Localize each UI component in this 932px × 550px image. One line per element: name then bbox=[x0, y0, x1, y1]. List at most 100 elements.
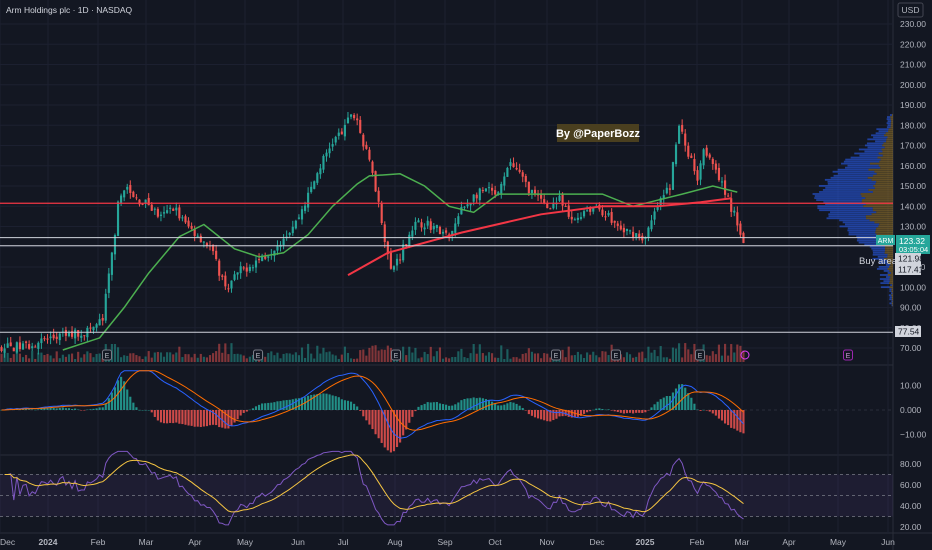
vp-bar bbox=[890, 126, 893, 129]
volume-bar bbox=[742, 350, 745, 362]
candle-body bbox=[543, 199, 546, 204]
vp-bar bbox=[817, 205, 864, 208]
volume-bar bbox=[668, 358, 671, 362]
macd-histogram-bar bbox=[212, 410, 215, 425]
vp-bar bbox=[890, 272, 893, 274]
macd-histogram-bar bbox=[28, 409, 31, 410]
horizontal-levels[interactable] bbox=[0, 202, 893, 333]
macd-histogram-bar bbox=[653, 404, 656, 410]
volume-bar bbox=[727, 355, 730, 362]
volume-bar bbox=[586, 352, 589, 362]
macd-histogram-bar bbox=[684, 387, 687, 410]
vp-bar bbox=[892, 304, 893, 307]
candle-body bbox=[527, 181, 530, 194]
volume-bar bbox=[270, 351, 273, 362]
volume-bar bbox=[245, 358, 248, 362]
macd-histogram-bar bbox=[408, 410, 411, 423]
vp-bar bbox=[845, 158, 881, 161]
volume-bar bbox=[224, 343, 227, 362]
candle-body bbox=[353, 115, 356, 119]
currency-button-frame[interactable] bbox=[897, 2, 924, 18]
volume-bar bbox=[273, 355, 276, 362]
vp-bar bbox=[889, 296, 892, 299]
vp-bar bbox=[888, 130, 893, 133]
macd-histogram-bar bbox=[730, 410, 733, 428]
vp-bar bbox=[890, 122, 893, 125]
candle-body bbox=[601, 209, 604, 216]
volume-bar bbox=[144, 356, 147, 362]
candle-body bbox=[681, 124, 684, 132]
candle-body bbox=[420, 222, 423, 228]
earnings-marker[interactable] bbox=[611, 349, 621, 361]
volume-bar bbox=[175, 352, 178, 362]
candle-body bbox=[230, 280, 233, 289]
macd-histogram-bar bbox=[141, 410, 144, 411]
vp-bar bbox=[886, 118, 891, 120]
macd-histogram-bar bbox=[417, 406, 420, 410]
earnings-marker[interactable] bbox=[102, 349, 112, 361]
macd-tick-label: −10.00 bbox=[900, 430, 927, 440]
volume-bar bbox=[543, 353, 546, 362]
macd-histogram-bar bbox=[497, 405, 500, 410]
candle-body bbox=[592, 207, 595, 212]
time-axis[interactable]: Dec 2024 Feb Mar Apr May Jun Jul Aug Sep Oct Nov Dec… bbox=[0, 537, 895, 547]
macd-histogram-bar bbox=[727, 410, 730, 426]
candle-body bbox=[144, 199, 147, 204]
macd-histogram-bar bbox=[123, 381, 126, 410]
volume-bar bbox=[101, 358, 104, 362]
volume-bar bbox=[595, 355, 598, 362]
candle-body bbox=[395, 258, 399, 266]
vp-bar bbox=[871, 134, 885, 137]
event-marker[interactable] bbox=[740, 350, 750, 360]
macd-histogram-bar bbox=[104, 403, 107, 410]
earnings-marker-label: E bbox=[846, 353, 851, 360]
earnings-marker[interactable] bbox=[695, 349, 705, 361]
macd-histogram-bar bbox=[601, 408, 604, 410]
macd-histogram-bar bbox=[678, 384, 681, 410]
macd-histogram-bar bbox=[711, 410, 714, 414]
earnings-marker[interactable] bbox=[253, 349, 263, 361]
earnings-marker[interactable] bbox=[843, 349, 853, 361]
candle-body bbox=[472, 194, 475, 202]
candle-body bbox=[307, 192, 310, 208]
earnings-marker[interactable] bbox=[551, 349, 561, 361]
vp-bar bbox=[880, 286, 890, 289]
candle-body bbox=[625, 228, 629, 232]
candle-body bbox=[356, 118, 359, 121]
candle-body bbox=[487, 187, 491, 189]
candle-body bbox=[377, 190, 380, 202]
volume-bar bbox=[659, 346, 662, 362]
volume-bar bbox=[199, 353, 202, 362]
macd-histogram-bar bbox=[484, 399, 488, 410]
vp-bar bbox=[867, 146, 885, 149]
vp-bar bbox=[854, 152, 879, 155]
vp-bar bbox=[892, 292, 893, 295]
vp-bar bbox=[887, 253, 893, 256]
candle-body bbox=[524, 175, 527, 182]
volume-bar bbox=[172, 354, 175, 362]
candle-body bbox=[18, 342, 22, 350]
volume-bar bbox=[264, 356, 267, 362]
volume-bar bbox=[582, 358, 586, 362]
macd-histogram-bar bbox=[74, 408, 77, 410]
candle-body bbox=[509, 162, 512, 166]
candle-body bbox=[653, 211, 656, 220]
volume-bar bbox=[55, 351, 58, 362]
macd-histogram-bar bbox=[423, 403, 426, 410]
candle-body bbox=[331, 144, 334, 147]
volume-bar bbox=[34, 358, 37, 362]
candle-body bbox=[224, 275, 227, 287]
candle-body bbox=[325, 152, 328, 157]
volume-bar bbox=[166, 352, 169, 362]
candle-body bbox=[6, 343, 9, 348]
currency-button[interactable]: USD bbox=[902, 5, 920, 15]
volume-bar bbox=[21, 357, 25, 362]
vp-bar bbox=[891, 120, 893, 122]
candle-body bbox=[67, 332, 71, 337]
candle-body bbox=[687, 145, 690, 157]
vp-bar bbox=[875, 182, 893, 185]
macd-histogram-bar bbox=[527, 410, 530, 415]
earnings-marker[interactable] bbox=[391, 349, 401, 361]
